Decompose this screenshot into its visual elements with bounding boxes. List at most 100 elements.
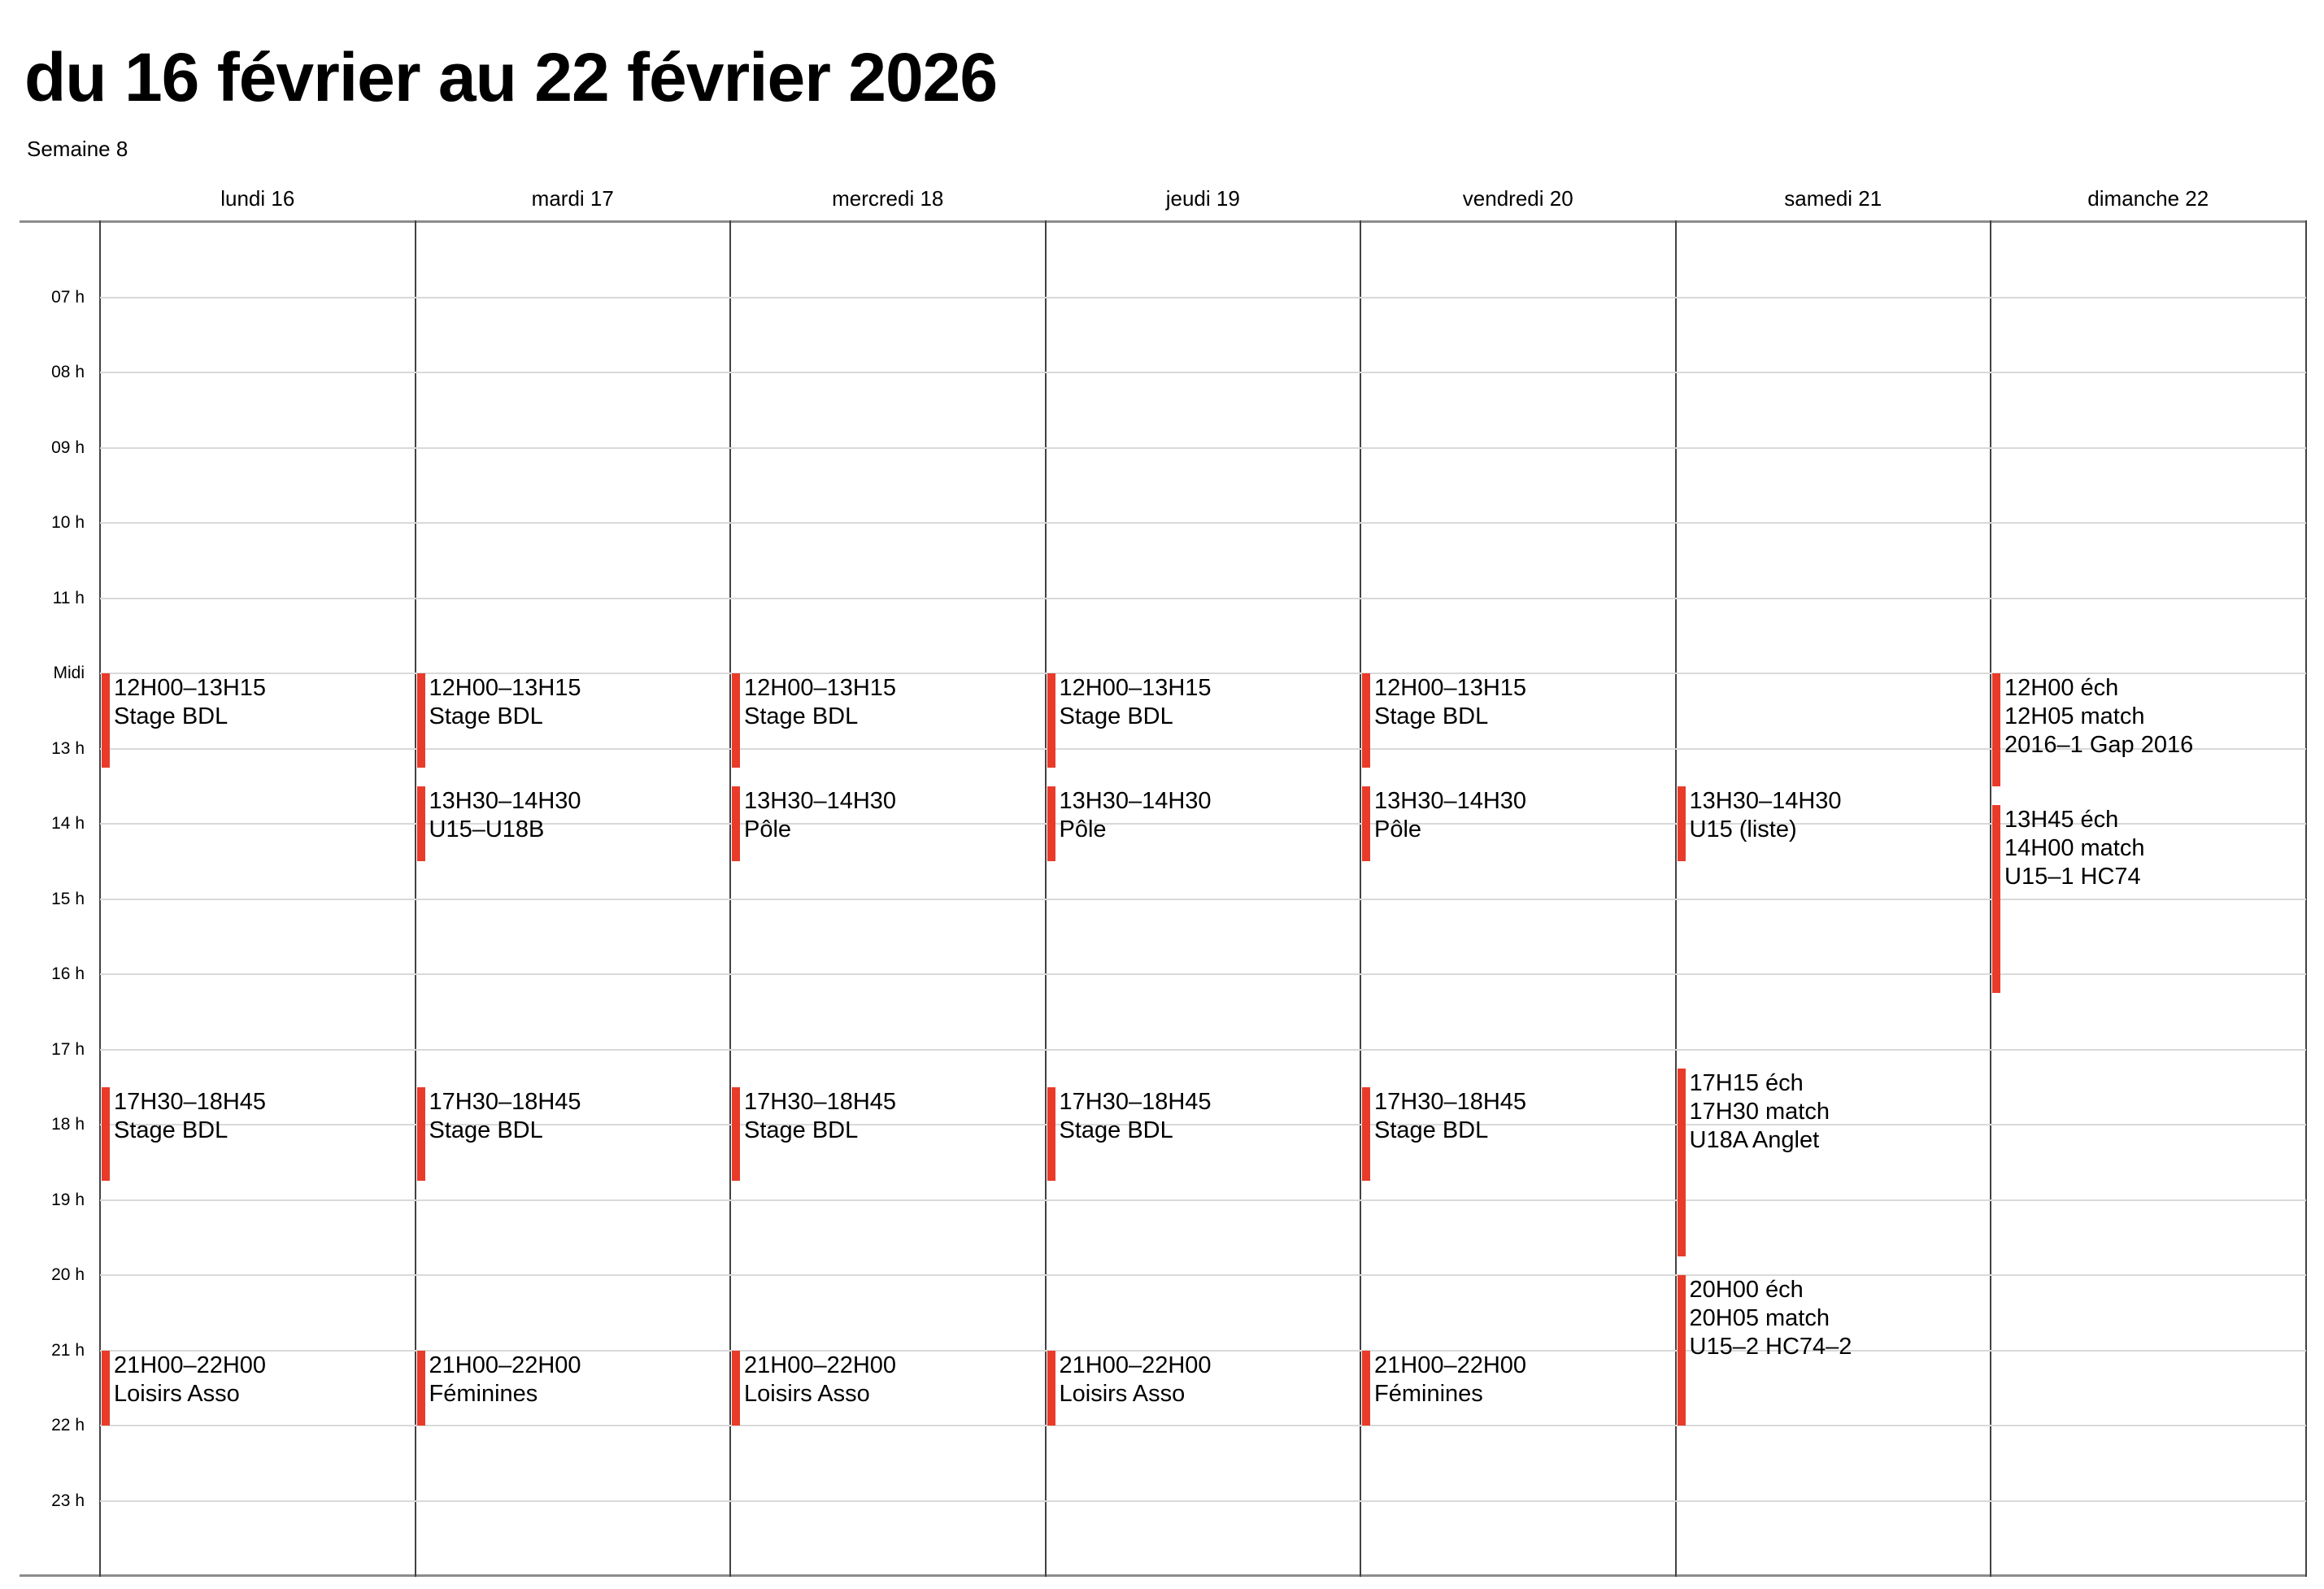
calendar-event[interactable]: 13H30–14H30 Pôle bbox=[1362, 786, 1674, 862]
event-title-line: Stage BDL bbox=[744, 1117, 859, 1143]
calendar-event[interactable]: 21H00–22H00 Loisirs Asso bbox=[1047, 1350, 1360, 1426]
event-text: 17H30–18H45 Stage BDL bbox=[429, 1088, 581, 1145]
event-time-label: 13H30–14H30 bbox=[1374, 787, 1527, 814]
event-time-label: 13H45 éch bbox=[2004, 806, 2119, 833]
hour-label: 17 h bbox=[51, 1039, 85, 1059]
event-duration-bar bbox=[1677, 1275, 1686, 1426]
calendar-event[interactable]: 13H30–14H30 U15–U18B bbox=[416, 786, 729, 862]
hour-label: 10 h bbox=[51, 513, 85, 532]
calendar-event[interactable]: 17H30–18H45 Stage BDL bbox=[416, 1086, 729, 1182]
calendar-event[interactable]: 13H45 éch 14H00 match U15–1 HC74 bbox=[1992, 804, 2304, 994]
event-duration-bar bbox=[1047, 1350, 1055, 1426]
calendar-event[interactable]: 20H00 éch 20H05 match U15–2 HC74–2 bbox=[1677, 1275, 1990, 1426]
hour-label: 08 h bbox=[51, 363, 85, 381]
event-text: 12H00–13H15 Stage BDL bbox=[429, 674, 581, 731]
event-text: 17H30–18H45 Stage BDL bbox=[114, 1088, 266, 1145]
event-duration-bar bbox=[1677, 1068, 1686, 1256]
calendar-event[interactable]: 17H15 éch 17H30 match U18A Anglet bbox=[1677, 1068, 1990, 1256]
hour-line bbox=[100, 1048, 2306, 1051]
calendar-event[interactable]: 13H30–14H30 Pôle bbox=[732, 786, 1044, 862]
event-title-line: 14H00 match bbox=[2004, 834, 2145, 861]
hour-line bbox=[100, 1124, 2306, 1125]
event-duration-bar bbox=[1992, 804, 2000, 994]
event-duration-bar bbox=[102, 673, 110, 768]
event-text: 12H00 éch 12H05 match 2016–1 Gap 2016 bbox=[2004, 674, 2193, 760]
hour-label: 19 h bbox=[51, 1190, 85, 1209]
event-duration-bar bbox=[732, 673, 740, 768]
calendar-event[interactable]: 12H00–13H15 Stage BDL bbox=[732, 673, 1044, 768]
event-duration-bar bbox=[416, 1350, 425, 1426]
event-duration-bar bbox=[1362, 786, 1370, 862]
event-text: 21H00–22H00 Féminines bbox=[429, 1352, 581, 1408]
calendar-event[interactable]: 21H00–22H00 Féminines bbox=[1362, 1350, 1674, 1426]
calendar-event[interactable]: 12H00 éch 12H05 match 2016–1 Gap 2016 bbox=[1992, 673, 2304, 786]
event-title-line: Pôle bbox=[1374, 816, 1422, 842]
event-duration-bar bbox=[416, 786, 425, 862]
event-time-label: 17H30–18H45 bbox=[114, 1088, 267, 1115]
event-title-line: U15–U18B bbox=[429, 816, 545, 842]
event-time-label: 17H30–18H45 bbox=[1374, 1088, 1527, 1115]
calendar-event[interactable]: 17H30–18H45 Stage BDL bbox=[1362, 1086, 1674, 1182]
calendar-event[interactable]: 12H00–13H15 Stage BDL bbox=[1362, 673, 1674, 768]
event-text: 21H00–22H00 Loisirs Asso bbox=[1060, 1352, 1212, 1408]
event-title-line: 20H05 match bbox=[1689, 1305, 1830, 1331]
event-title-line: Stage BDL bbox=[114, 1117, 228, 1143]
event-duration-bar bbox=[732, 1350, 740, 1426]
event-time-label: 12H00–13H15 bbox=[1374, 675, 1527, 701]
calendar-event[interactable]: 17H30–18H45 Stage BDL bbox=[732, 1086, 1044, 1182]
event-duration-bar bbox=[1047, 786, 1055, 862]
event-title-line: U15–2 HC74–2 bbox=[1689, 1334, 1852, 1360]
event-title-line: Stage BDL bbox=[1374, 703, 1489, 729]
hour-line bbox=[100, 747, 2306, 750]
hour-label: 13 h bbox=[51, 738, 85, 758]
calendar-event[interactable]: 12H00–13H15 Stage BDL bbox=[1047, 673, 1360, 768]
page-title: du 16 février au 22 février 2026 bbox=[24, 39, 998, 115]
calendar-event[interactable]: 21H00–22H00 Féminines bbox=[416, 1350, 729, 1426]
calendar-event[interactable]: 21H00–22H00 Loisirs Asso bbox=[102, 1350, 414, 1426]
day-header: lundi 16 bbox=[220, 186, 295, 211]
event-time-label: 12H00–13H15 bbox=[744, 675, 897, 701]
event-title-line: Stage BDL bbox=[1059, 703, 1173, 729]
day-header: samedi 21 bbox=[1784, 186, 1882, 211]
hour-line bbox=[100, 1199, 2306, 1201]
event-duration-bar bbox=[732, 1086, 740, 1182]
event-time-label: 21H00–22H00 bbox=[1059, 1352, 1212, 1378]
calendar-event[interactable]: 17H30–18H45 Stage BDL bbox=[1047, 1086, 1360, 1182]
calendar-event[interactable]: 12H00–13H15 Stage BDL bbox=[102, 673, 414, 768]
hour-label: 20 h bbox=[51, 1265, 85, 1284]
calendar-event[interactable]: 12H00–13H15 Stage BDL bbox=[416, 673, 729, 768]
calendar-event[interactable]: 17H30–18H45 Stage BDL bbox=[102, 1086, 414, 1182]
event-time-label: 12H00 éch bbox=[2004, 675, 2119, 701]
calendar-event[interactable]: 13H30–14H30 U15 (liste) bbox=[1677, 786, 1990, 862]
event-text: 12H00–13H15 Stage BDL bbox=[744, 674, 896, 731]
event-duration-bar bbox=[1047, 673, 1055, 768]
grid-top-border bbox=[20, 220, 2306, 223]
event-time-label: 12H00–13H15 bbox=[114, 675, 267, 701]
event-title-line: Pôle bbox=[1059, 816, 1107, 842]
event-title-line: Stage BDL bbox=[114, 703, 228, 729]
event-duration-bar bbox=[416, 673, 425, 768]
event-title-line: Loisirs Asso bbox=[744, 1380, 870, 1407]
hour-line bbox=[100, 1500, 2306, 1502]
hour-label: 07 h bbox=[51, 287, 85, 307]
event-time-label: 13H30–14H30 bbox=[1059, 787, 1212, 814]
hour-line bbox=[100, 296, 2306, 298]
hour-label: 15 h bbox=[51, 889, 85, 908]
hour-line bbox=[100, 1425, 2306, 1426]
hour-label: 21 h bbox=[51, 1340, 85, 1360]
event-title-line: 2016–1 Gap 2016 bbox=[2004, 732, 2194, 758]
event-text: 17H15 éch 17H30 match U18A Anglet bbox=[1690, 1069, 1830, 1155]
calendar-event[interactable]: 13H30–14H30 Pôle bbox=[1047, 786, 1360, 862]
day-header: dimanche 22 bbox=[2087, 186, 2209, 211]
day-header: jeudi 19 bbox=[1165, 186, 1240, 211]
event-duration-bar bbox=[732, 786, 740, 862]
hour-line bbox=[100, 823, 2306, 825]
hour-label: 09 h bbox=[51, 438, 85, 457]
hour-line bbox=[100, 973, 2306, 975]
event-time-label: 21H00–22H00 bbox=[114, 1352, 267, 1378]
event-time-label: 13H30–14H30 bbox=[744, 787, 897, 814]
day-header: mardi 17 bbox=[531, 186, 614, 211]
calendar-event[interactable]: 21H00–22H00 Loisirs Asso bbox=[732, 1350, 1044, 1426]
grid-bottom-border bbox=[20, 1574, 2306, 1577]
event-text: 13H30–14H30 Pôle bbox=[1060, 787, 1212, 844]
